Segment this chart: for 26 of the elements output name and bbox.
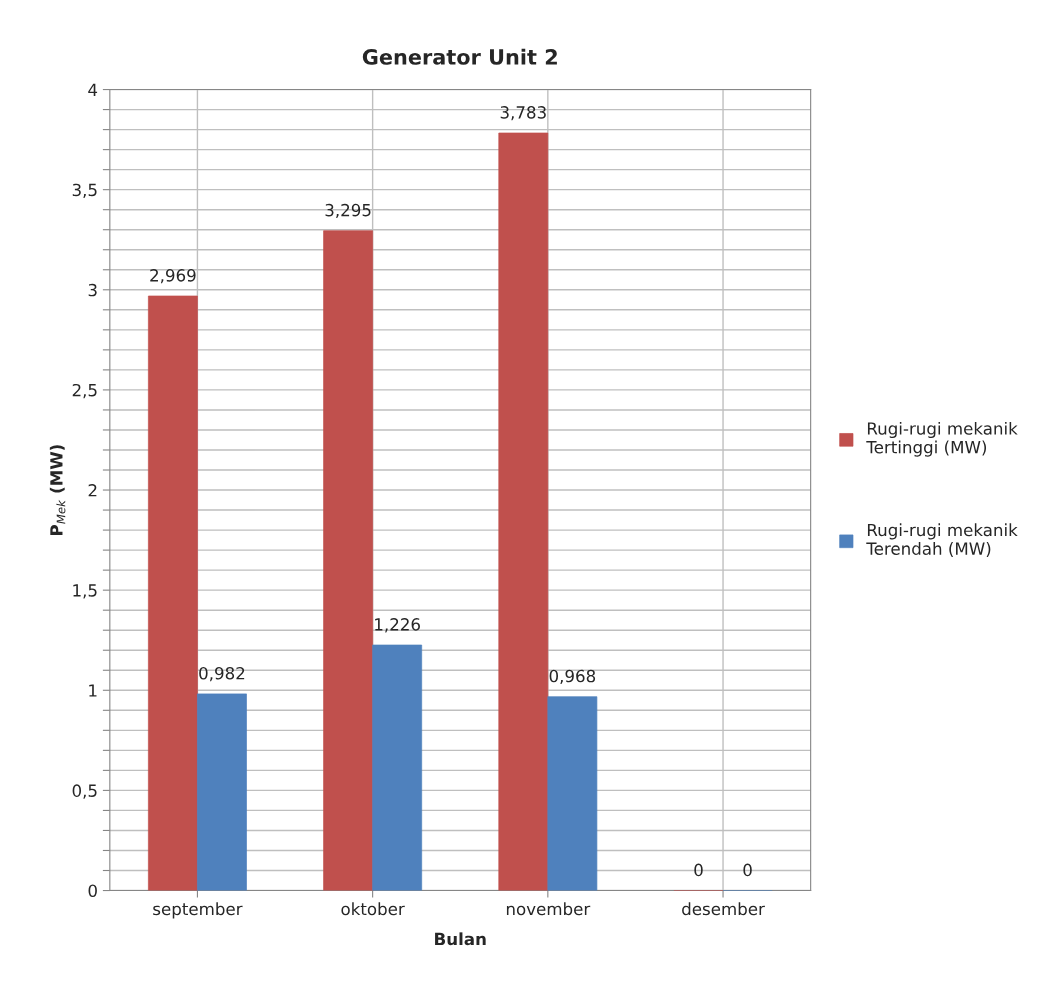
x-tick-label: desember xyxy=(682,902,765,916)
y-tick-label: 4 xyxy=(88,83,98,96)
data-label: 0,968 xyxy=(549,669,596,685)
y-tick-label: 0 xyxy=(88,884,97,898)
data-label: 2,969 xyxy=(150,269,196,284)
data-label: 3,295 xyxy=(325,203,371,219)
data-label: 3,783 xyxy=(500,106,546,121)
y-axis-title: P$_{Mek}$ (MW) xyxy=(49,445,66,536)
y-tick-label: 2,5 xyxy=(72,383,97,399)
data-label: 0,982 xyxy=(199,666,245,682)
data-label: 0 xyxy=(694,863,703,877)
x-tick-label: oktober xyxy=(341,902,405,916)
x-tick-label: november xyxy=(506,902,591,916)
y-tick-label: 1 xyxy=(89,684,97,697)
y-tick-label: 1,5 xyxy=(73,584,97,599)
y-tick-label: 2 xyxy=(88,484,97,497)
chart-title: Generator Unit 2 xyxy=(362,48,557,65)
x-tick-label: september xyxy=(153,902,243,919)
y-tick-label: 0,5 xyxy=(72,784,97,799)
y-tick-label: 3 xyxy=(88,283,97,297)
legend-label: Rugi-rugi mekanik Terendah (MW) xyxy=(866,523,1018,557)
y-tick-label: 3,5 xyxy=(72,183,97,198)
x-axis-title: Bulan xyxy=(435,932,486,946)
legend-label: Rugi-rugi mekanik Tertinggi (MW) xyxy=(866,421,1018,457)
data-label: 1,226 xyxy=(375,618,420,633)
data-label: 0 xyxy=(743,863,752,877)
